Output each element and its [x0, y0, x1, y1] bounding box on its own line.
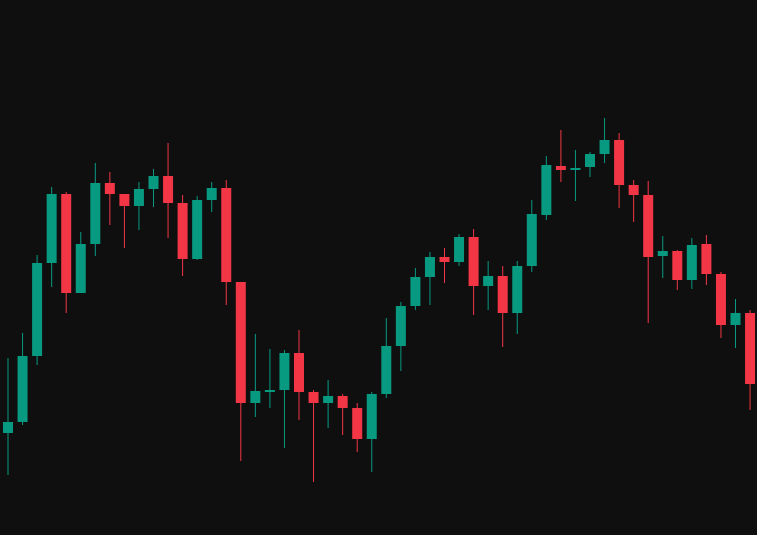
candle-body — [483, 276, 494, 286]
candle-body — [628, 185, 639, 195]
candle-body — [381, 346, 392, 394]
candle-body — [104, 183, 115, 194]
candle-body — [192, 200, 203, 259]
candle-body — [614, 140, 625, 185]
candle-body — [526, 214, 537, 266]
candle-body — [541, 165, 552, 215]
candle-body — [75, 244, 86, 293]
candle-body — [657, 251, 668, 256]
candle-body — [715, 274, 726, 325]
candle-body — [730, 313, 741, 325]
candle-body — [672, 251, 683, 280]
candle-body — [279, 353, 290, 390]
candle-body — [410, 277, 421, 306]
candle-body — [294, 353, 304, 392]
candle-body — [90, 183, 101, 244]
candle-body — [454, 237, 465, 262]
candle-body — [264, 390, 275, 392]
candle-body — [352, 408, 363, 439]
candle-body — [163, 176, 174, 203]
candle-body — [555, 166, 566, 170]
candle-body — [468, 237, 479, 286]
candle-body — [643, 195, 654, 257]
candle-body — [497, 276, 508, 313]
candle-body — [46, 194, 57, 263]
candle-body — [512, 266, 523, 313]
candle-body — [32, 263, 43, 356]
candle-body — [206, 188, 217, 200]
candle-body — [337, 396, 348, 408]
candle-body — [61, 194, 72, 293]
candle-body — [570, 168, 581, 170]
candle-body — [599, 140, 610, 154]
candle-body — [3, 422, 13, 433]
candle-body — [250, 391, 261, 403]
candle-body — [424, 257, 435, 277]
candle-body — [686, 245, 697, 280]
candle-body — [235, 282, 246, 403]
candle-body — [323, 396, 334, 403]
candle-body — [701, 244, 712, 274]
candle-body — [221, 188, 232, 282]
candle-body — [395, 306, 406, 346]
candle-body — [366, 394, 377, 439]
candle-body — [148, 176, 159, 189]
candle-body — [119, 194, 130, 206]
candle-body — [17, 356, 28, 422]
candle-body — [585, 154, 595, 167]
candle-body — [133, 189, 144, 206]
candle-body — [177, 203, 188, 259]
candle-body — [439, 257, 450, 262]
candle-body — [308, 392, 319, 403]
candle-body — [745, 313, 756, 384]
